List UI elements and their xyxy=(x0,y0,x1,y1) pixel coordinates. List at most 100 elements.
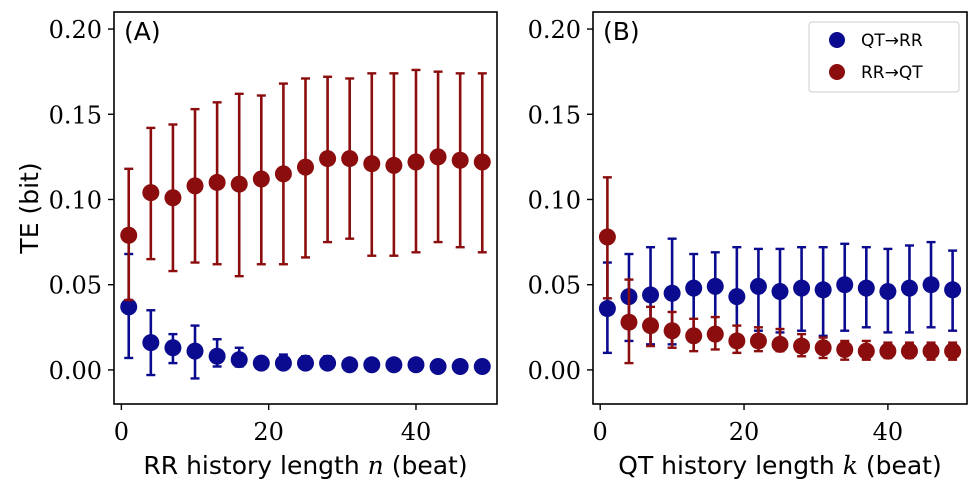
data-point-rr-to-qt xyxy=(728,332,746,350)
data-point-rr-to-qt xyxy=(836,340,854,358)
data-point-rr-to-qt xyxy=(451,151,469,169)
data-point-qt-to-rr xyxy=(120,298,138,316)
data-point-rr-to-qt xyxy=(706,325,724,343)
x-tick-label: 0 xyxy=(114,418,129,446)
data-point-qt-to-rr xyxy=(749,277,767,295)
panel-b: 0 20 40 0.00 0.05 0.10 0.15 0.20 (B) QT histor… xyxy=(528,11,968,480)
data-point-qt-to-rr xyxy=(429,358,447,376)
y-tick-label: 0.15 xyxy=(49,101,102,129)
legend: QT→RR RR→QT xyxy=(808,21,960,93)
x-tick-label: 40 xyxy=(401,418,432,446)
panel-b-x-ticks: 0 20 40 xyxy=(593,404,904,446)
data-point-qt-to-rr xyxy=(341,356,359,374)
y-tick-label: 0.20 xyxy=(528,16,581,44)
panel-a: 0 20 40 0.00 0.05 0.10 0.15 0.20 (A) RR histor… xyxy=(15,11,498,480)
x-tick-label: 40 xyxy=(873,418,904,446)
data-point-qt-to-rr xyxy=(142,334,160,352)
data-point-rr-to-qt xyxy=(749,332,767,350)
panel-a-marks xyxy=(120,68,491,380)
data-point-rr-to-qt xyxy=(857,342,875,360)
panel-a-tag: (A) xyxy=(124,17,161,46)
data-point-rr-to-qt xyxy=(663,322,681,340)
data-point-rr-to-qt xyxy=(297,158,314,176)
data-point-rr-to-qt xyxy=(473,153,491,171)
panel-b-frame xyxy=(592,11,968,405)
data-point-rr-to-qt xyxy=(120,226,138,244)
panel-a-x-axis-label-var: n xyxy=(368,451,384,480)
data-point-qt-to-rr xyxy=(385,356,403,374)
panel-b-y-ticks: 0.00 0.05 0.10 0.15 0.20 xyxy=(528,16,593,385)
data-point-qt-to-rr xyxy=(814,281,832,299)
data-point-qt-to-rr xyxy=(793,279,811,297)
x-tick-label: 20 xyxy=(253,418,284,446)
y-tick-label: 0.05 xyxy=(49,272,102,300)
panel-b-marks xyxy=(598,176,962,365)
data-point-qt-to-rr xyxy=(473,358,491,376)
data-point-rr-to-qt xyxy=(142,184,160,202)
y-tick-label: 0.00 xyxy=(49,357,102,385)
data-point-qt-to-rr xyxy=(771,283,789,301)
data-point-qt-to-rr xyxy=(297,354,314,372)
data-point-qt-to-rr xyxy=(922,276,940,294)
data-point-qt-to-rr xyxy=(728,288,746,306)
data-point-qt-to-rr xyxy=(598,300,616,318)
panel-a-x-axis-label: RR history length n (beat) xyxy=(143,451,467,480)
data-point-rr-to-qt xyxy=(407,153,425,171)
data-point-qt-to-rr xyxy=(164,339,182,357)
data-point-rr-to-qt xyxy=(879,342,897,360)
data-point-qt-to-rr xyxy=(208,347,226,365)
panel-b-x-axis-label-post: (beat) xyxy=(858,451,942,480)
data-point-qt-to-rr xyxy=(944,281,962,299)
data-point-rr-to-qt xyxy=(274,165,292,183)
data-point-qt-to-rr xyxy=(407,356,425,374)
data-point-rr-to-qt xyxy=(186,177,204,195)
x-tick-label: 0 xyxy=(593,418,608,446)
data-point-qt-to-rr xyxy=(879,283,897,301)
data-point-qt-to-rr xyxy=(252,354,270,372)
data-point-qt-to-rr xyxy=(836,276,854,294)
y-tick-label: 0.20 xyxy=(49,16,102,44)
panel-b-tag: (B) xyxy=(603,17,640,46)
panel-a-x-ticks: 0 20 40 xyxy=(114,404,432,446)
data-point-qt-to-rr xyxy=(186,342,204,360)
x-tick-label: 20 xyxy=(729,418,760,446)
data-point-rr-to-qt xyxy=(230,175,248,193)
data-point-rr-to-qt xyxy=(429,148,447,166)
y-tick-label: 0.10 xyxy=(528,186,581,214)
data-point-qt-to-rr xyxy=(706,277,724,295)
panel-b-x-axis-label-var: k xyxy=(843,451,858,480)
panel-b-x-axis-label-pre: QT history length xyxy=(618,451,842,480)
y-axis-label: TE (bit) xyxy=(15,162,44,254)
data-point-qt-to-rr xyxy=(274,354,292,372)
panel-a-x-axis-label-post: (beat) xyxy=(384,451,468,480)
data-point-rr-to-qt xyxy=(922,342,940,360)
data-point-qt-to-rr xyxy=(451,358,469,376)
legend-marker-qt-to-rr xyxy=(829,32,845,48)
legend-box xyxy=(808,21,960,93)
data-point-qt-to-rr xyxy=(663,284,681,302)
data-point-rr-to-qt xyxy=(814,339,832,357)
data-point-rr-to-qt xyxy=(208,173,226,191)
data-point-rr-to-qt xyxy=(685,327,703,345)
legend-label-rr-to-qt: RR→QT xyxy=(861,63,923,83)
y-tick-label: 0.10 xyxy=(49,186,102,214)
data-point-qt-to-rr xyxy=(642,286,660,304)
y-tick-label: 0.05 xyxy=(528,272,581,300)
data-point-rr-to-qt xyxy=(944,342,962,360)
y-tick-label: 0.15 xyxy=(528,101,581,129)
panel-a-x-axis-label-pre: RR history length xyxy=(143,451,367,480)
data-point-rr-to-qt xyxy=(319,150,337,168)
data-point-rr-to-qt xyxy=(642,317,660,335)
panel-a-y-ticks: 0.00 0.05 0.10 0.15 0.20 xyxy=(49,16,114,385)
data-point-rr-to-qt xyxy=(900,342,918,360)
panel-a-frame xyxy=(113,11,498,405)
legend-marker-rr-to-qt xyxy=(829,64,845,80)
data-point-qt-to-rr xyxy=(685,279,703,297)
legend-label-qt-to-rr: QT→RR xyxy=(861,31,923,51)
data-point-rr-to-qt xyxy=(363,155,381,173)
data-point-rr-to-qt xyxy=(793,337,811,355)
data-point-qt-to-rr xyxy=(319,354,337,372)
y-tick-label: 0.00 xyxy=(528,357,581,385)
data-point-rr-to-qt xyxy=(164,189,182,207)
data-point-rr-to-qt xyxy=(341,150,359,168)
